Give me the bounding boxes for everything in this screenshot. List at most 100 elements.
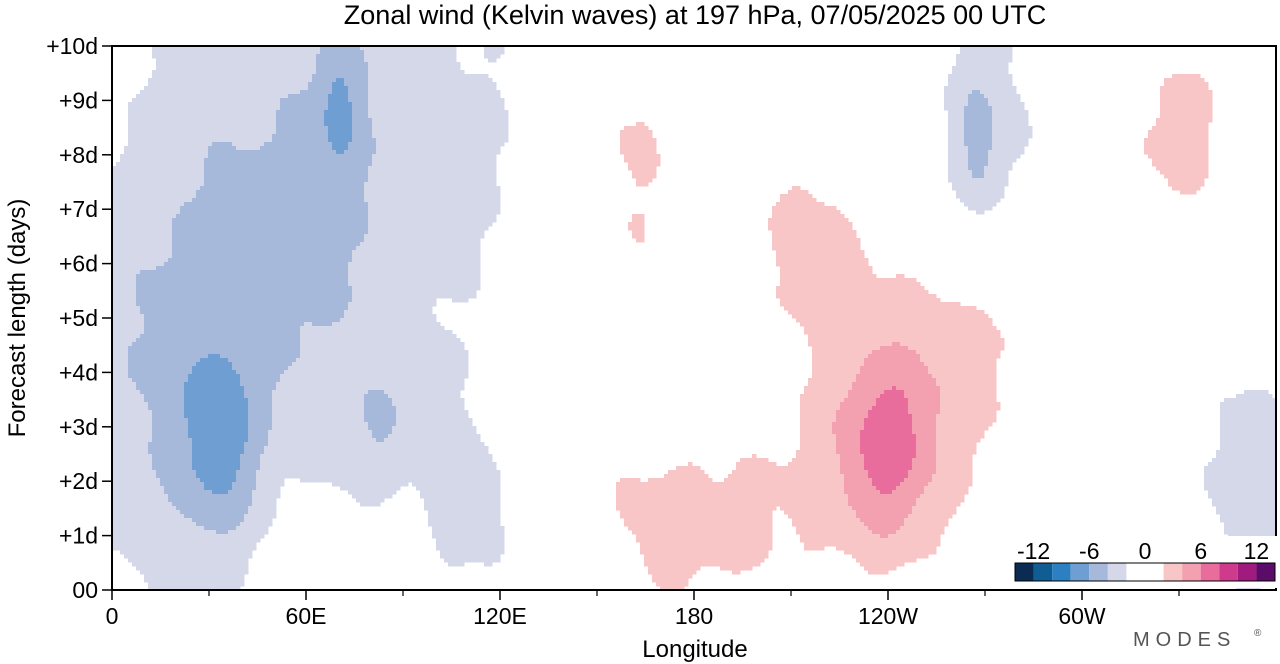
wind-cell [960, 62, 965, 67]
wind-cell [312, 162, 317, 167]
wind-cell [240, 146, 245, 151]
wind-cell [336, 150, 341, 155]
wind-cell [124, 190, 129, 195]
wind-cell [300, 90, 305, 95]
wind-cell [236, 162, 241, 167]
wind-cell [1188, 106, 1193, 111]
wind-cell [328, 50, 333, 55]
wind-cell [436, 182, 441, 187]
wind-cell [244, 118, 249, 123]
wind-cell [432, 110, 437, 115]
wind-cell [428, 54, 433, 59]
wind-cell [1176, 182, 1181, 187]
wind-cell [260, 86, 265, 91]
wind-cell [340, 82, 345, 87]
wind-cell [408, 70, 413, 75]
wind-cell [492, 174, 497, 179]
wind-cell [208, 158, 213, 163]
wind-cell [976, 66, 981, 71]
wind-cell [448, 94, 453, 99]
wind-cell [220, 86, 225, 91]
wind-cell [1196, 74, 1201, 79]
wind-cell [176, 82, 181, 87]
wind-cell [1020, 126, 1025, 131]
wind-cell [648, 158, 653, 163]
wind-cell [384, 106, 389, 111]
wind-cell [336, 182, 341, 187]
wind-cell [200, 74, 205, 79]
wind-cell [192, 198, 197, 203]
wind-cell [1152, 146, 1157, 151]
wind-cell [192, 106, 197, 111]
wind-cell [292, 122, 297, 127]
wind-cell [136, 206, 141, 211]
wind-cell [404, 178, 409, 183]
wind-cell [376, 174, 381, 179]
wind-cell [248, 166, 253, 171]
wind-cell [500, 114, 505, 119]
wind-cell [648, 174, 653, 179]
wind-cell [332, 118, 337, 123]
wind-cell [996, 190, 1001, 195]
wind-cell [632, 126, 637, 131]
wind-cell [1004, 94, 1009, 99]
wind-cell [376, 194, 381, 199]
wind-cell [1172, 182, 1177, 187]
wind-cell [288, 190, 293, 195]
wind-cell [468, 130, 473, 135]
wind-cell [344, 198, 349, 203]
wind-cell [268, 134, 273, 139]
wind-cell [980, 58, 985, 63]
wind-cell [948, 74, 953, 79]
wind-cell [248, 90, 253, 95]
wind-cell [164, 114, 169, 119]
wind-cell [308, 62, 313, 67]
wind-cell [436, 58, 441, 63]
wind-cell [284, 94, 289, 99]
wind-cell [500, 126, 505, 131]
wind-cell [280, 126, 285, 131]
wind-cell [168, 98, 173, 103]
wind-cell [256, 154, 261, 159]
wind-cell [1008, 102, 1013, 107]
wind-cell [956, 82, 961, 87]
wind-cell [408, 146, 413, 151]
wind-cell [1000, 150, 1005, 155]
wind-cell [292, 78, 297, 83]
wind-cell [412, 70, 417, 75]
wind-cell [332, 70, 337, 75]
wind-cell [288, 134, 293, 139]
wind-cell [384, 110, 389, 115]
wind-cell [336, 98, 341, 103]
wind-cell [208, 110, 213, 115]
wind-cell [216, 174, 221, 179]
wind-cell [220, 174, 225, 179]
wind-cell [488, 162, 493, 167]
wind-cell [444, 102, 449, 107]
wind-cell [256, 162, 261, 167]
wind-cell [1020, 134, 1025, 139]
wind-cell [480, 194, 485, 199]
wind-cell [232, 194, 237, 199]
wind-cell [312, 122, 317, 127]
wind-cell [148, 102, 153, 107]
wind-cell [412, 114, 417, 119]
wind-cell [452, 146, 457, 151]
wind-cell [396, 178, 401, 183]
wind-cell [300, 158, 305, 163]
wind-cell [148, 206, 153, 211]
wind-cell [192, 190, 197, 195]
wind-cell [948, 114, 953, 119]
wind-cell [340, 174, 345, 179]
wind-cell [1204, 114, 1209, 119]
wind-cell [984, 74, 989, 79]
wind-cell [384, 154, 389, 159]
wind-cell [272, 86, 277, 91]
wind-cell [1000, 90, 1005, 95]
wind-cell [416, 50, 421, 55]
wind-cell [400, 194, 405, 199]
wind-cell [320, 190, 325, 195]
wind-cell [268, 70, 273, 75]
wind-cell [184, 98, 189, 103]
wind-cell [380, 46, 385, 51]
